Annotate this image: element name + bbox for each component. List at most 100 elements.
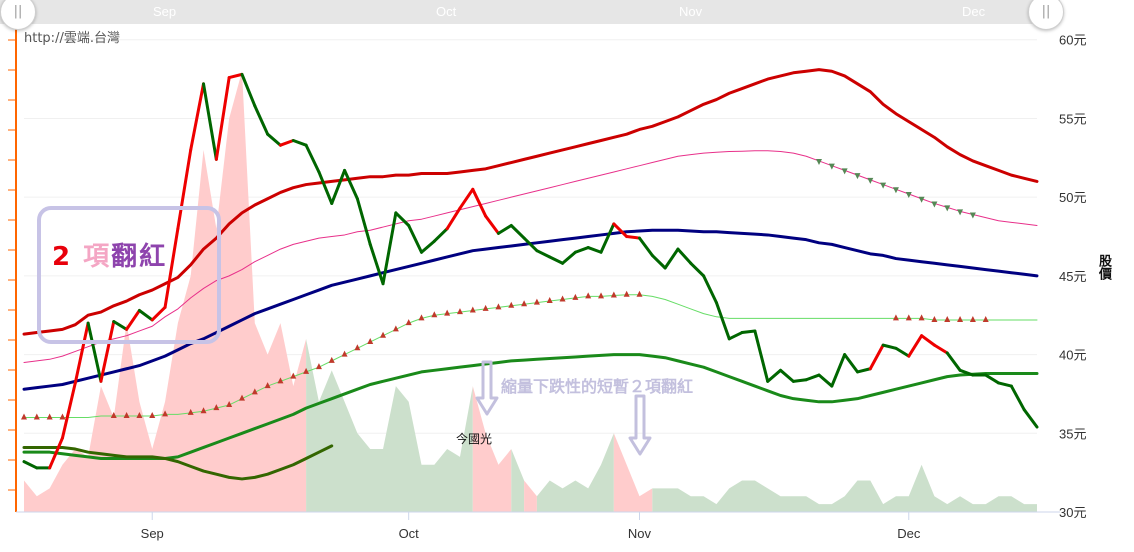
signal-marker <box>918 196 925 203</box>
price-segment <box>189 82 206 152</box>
signal-marker <box>46 413 53 420</box>
legend-word-1: 項 <box>83 242 112 272</box>
signal-marker <box>982 315 989 322</box>
price-segment <box>894 346 911 358</box>
price-segment <box>355 197 372 246</box>
price-segment <box>637 236 654 257</box>
signal-marker <box>892 187 899 194</box>
price-segment <box>394 211 411 227</box>
price-segment <box>496 223 513 235</box>
signal-marker <box>149 411 156 418</box>
signal-marker <box>303 367 310 374</box>
price-segment <box>932 343 949 355</box>
signal-marker <box>431 311 438 318</box>
price-segment <box>368 242 385 286</box>
signal-marker <box>572 293 579 300</box>
volume-area <box>511 449 525 512</box>
signal-marker <box>367 337 374 344</box>
price-segment <box>561 250 577 265</box>
signal-marker <box>880 182 887 189</box>
price-segment <box>304 143 321 174</box>
price-segment <box>112 320 129 331</box>
price-segment <box>1009 384 1026 412</box>
signal-marker <box>521 300 528 307</box>
price-segment <box>343 168 359 201</box>
price-segment <box>843 353 859 374</box>
price-segment <box>137 309 154 322</box>
price-segment <box>60 381 77 440</box>
volume-area <box>524 480 537 512</box>
signal-marker <box>892 314 899 321</box>
signal-marker <box>200 407 207 414</box>
price-segment <box>881 343 898 350</box>
price-segment <box>420 239 436 254</box>
signal-marker <box>533 298 540 305</box>
volume-area <box>613 433 653 512</box>
signal-marker <box>944 205 951 212</box>
signal-marker <box>21 413 27 420</box>
price-segment <box>625 235 641 240</box>
volume-area <box>536 433 614 512</box>
signal-marker <box>905 314 912 321</box>
navigator-left-handle[interactable]: || <box>0 0 36 30</box>
ma-line-lightgreen <box>23 294 1038 419</box>
price-segment <box>278 138 295 147</box>
price-segment <box>817 373 834 388</box>
signal-marker <box>931 315 938 322</box>
y-axis-title: 股價 <box>1096 254 1111 280</box>
navigator-bar[interactable]: Sep Oct Nov Dec <box>0 0 1060 24</box>
price-segment <box>214 76 231 161</box>
price-segment <box>266 132 282 147</box>
signal-marker <box>957 315 964 322</box>
signal-marker <box>854 173 861 180</box>
y-tick-label: 50元 <box>1059 190 1086 205</box>
signal-marker <box>380 331 387 338</box>
price-segment <box>663 247 680 270</box>
annotation-arrow <box>475 360 499 416</box>
price-segment <box>150 305 167 322</box>
signal-marker <box>341 350 348 357</box>
signal-marker <box>33 413 40 420</box>
watermark-url: http://雲端.台灣 <box>24 31 120 46</box>
signal-marker <box>508 301 515 308</box>
signal-marker <box>328 356 335 363</box>
signal-marker <box>469 306 476 313</box>
signal-marker <box>264 382 271 389</box>
signal-marker <box>495 303 502 310</box>
legend-label: 2 項翻紅 <box>52 236 167 273</box>
y-tick-label: 55元 <box>1059 111 1086 126</box>
price-segment <box>868 343 885 371</box>
signal-marker <box>418 314 425 321</box>
signal-marker <box>251 388 258 395</box>
price-segment <box>689 261 706 278</box>
x-tick-label: Oct <box>399 526 420 541</box>
price-segment <box>548 255 565 265</box>
price-segment <box>48 436 64 470</box>
signal-marker <box>905 192 912 199</box>
navigator-right-handle[interactable]: || <box>1028 0 1064 30</box>
price-segment <box>227 72 244 80</box>
price-segment <box>291 138 308 147</box>
signal-marker <box>354 344 361 351</box>
price-segment <box>753 329 770 383</box>
signal-marker <box>187 408 194 415</box>
y-tick-label: 30元 <box>1059 505 1086 520</box>
signal-marker <box>315 363 322 370</box>
signal-marker <box>392 325 399 332</box>
signal-marker <box>957 209 964 216</box>
signal-marker <box>841 168 848 175</box>
signal-marker <box>123 411 130 418</box>
signal-marker <box>636 290 643 297</box>
x-tick-label: Nov <box>628 526 652 541</box>
price-segment <box>432 227 449 243</box>
price-segment <box>22 460 39 470</box>
signal-marker <box>226 400 233 407</box>
price-segment <box>907 334 924 358</box>
signal-marker <box>290 372 297 379</box>
price-segment <box>509 223 526 240</box>
price-segment <box>766 368 783 383</box>
price-segment <box>855 367 872 374</box>
signal-marker <box>213 404 220 411</box>
signal-marker <box>585 292 592 299</box>
price-segment <box>253 104 270 136</box>
